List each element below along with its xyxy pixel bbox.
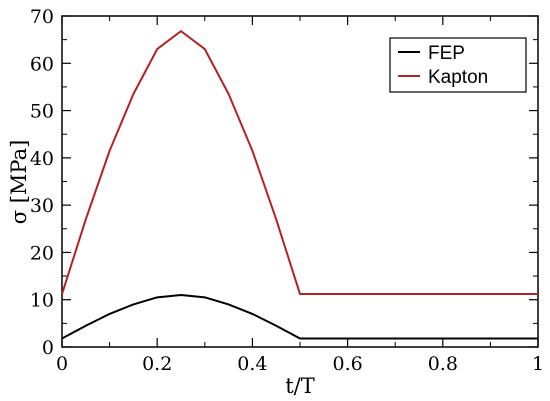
y-tick-label: 30 (30, 195, 54, 217)
x-axis-label: t/T (285, 374, 315, 398)
series-line-kapton (61, 30, 538, 296)
y-tick-labels: 0 10 20 30 40 50 60 70 (30, 6, 54, 359)
y-tick-label: 40 (30, 148, 54, 170)
x-tick-label: 0.8 (428, 353, 458, 375)
y-tick-label: 70 (30, 6, 54, 28)
legend-box (389, 37, 527, 93)
axis-ticks (61, 15, 539, 348)
y-tick-label: 10 (30, 290, 54, 312)
series-line-fep (61, 293, 538, 340)
x-tick-label: 1 (532, 353, 544, 375)
legend-label-kapton: Kapton (428, 67, 488, 88)
x-tick-label: 0.4 (237, 353, 267, 375)
y-axis-label: σ [MPa] (7, 140, 31, 225)
legend-label-fep: FEP (428, 43, 465, 64)
y-tick-label: 20 (30, 242, 54, 264)
x-tick-label: 0.6 (332, 353, 362, 375)
legend: FEP Kapton (389, 37, 527, 93)
series-lines (61, 30, 538, 340)
x-tick-labels: 0 0.2 0.4 0.6 0.8 1 (56, 353, 544, 375)
y-tick-label: 50 (30, 101, 54, 123)
y-tick-label: 0 (42, 337, 54, 359)
y-tick-label: 60 (30, 53, 54, 75)
x-tick-label: 0.2 (142, 353, 172, 375)
x-tick-label: 0 (56, 353, 68, 375)
